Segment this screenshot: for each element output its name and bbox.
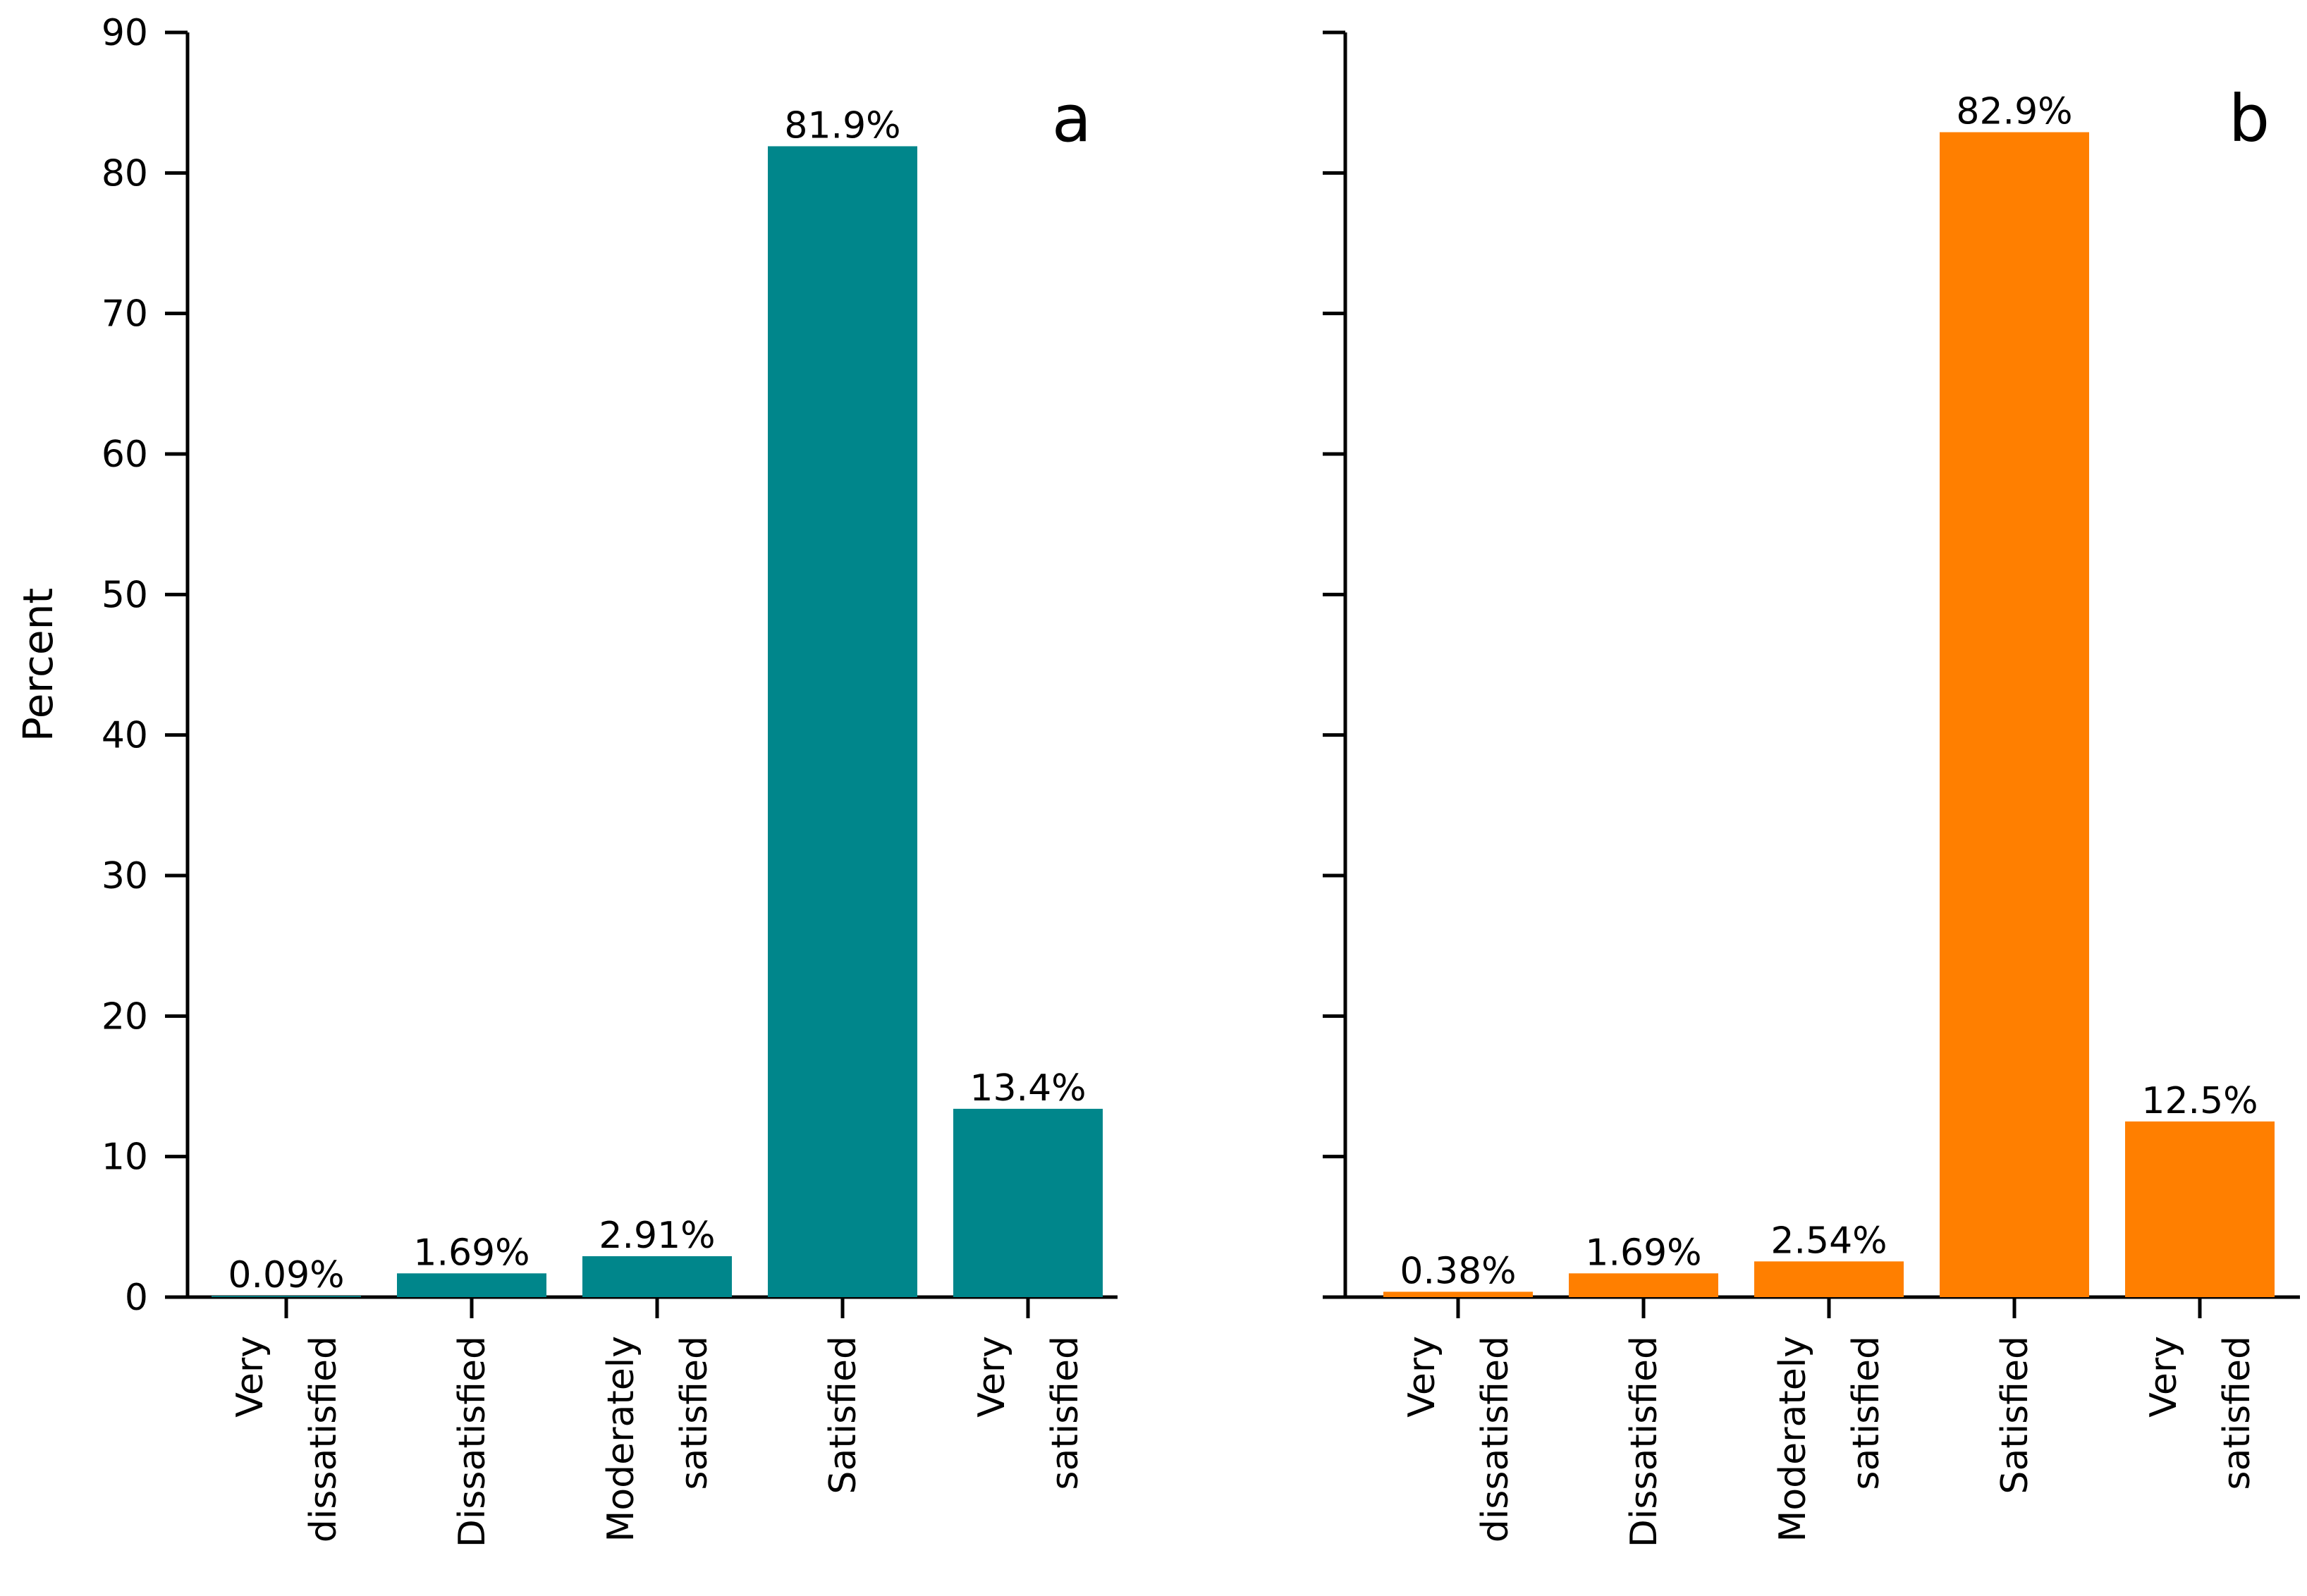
x-category-label: satisfied: [1845, 1336, 1887, 1490]
x-category-label: satisfied: [1044, 1336, 1087, 1490]
y-tick-label: 10: [102, 1136, 148, 1179]
y-tick-label: 20: [102, 995, 148, 1038]
panel-letter: b: [2229, 81, 2270, 156]
x-category-label: dissatisfied: [1474, 1336, 1517, 1542]
bar-data-label: 0.38%: [1400, 1250, 1516, 1292]
y-tick-label: 40: [102, 715, 148, 757]
bar: [953, 1108, 1103, 1297]
bar: [1569, 1273, 1718, 1297]
bar-data-label: 1.69%: [1585, 1232, 1701, 1274]
panel-letter: a: [1052, 81, 1091, 156]
panel-a-chart: 0 10 20 30 40 50 60 70 80 90 Percent a 0.09% Very diss…: [14, 12, 1118, 1547]
bar-data-label: 13.4%: [969, 1067, 1086, 1110]
x-category-label: Satisfied: [1994, 1336, 2036, 1494]
y-tick-label: 90: [102, 12, 148, 54]
bar-data-label: 1.69%: [413, 1232, 530, 1274]
bar: [212, 1296, 361, 1297]
y-tick-label: 60: [102, 434, 148, 476]
x-category-label: satisfied: [673, 1336, 716, 1490]
bar-data-label: 81.9%: [784, 104, 900, 147]
y-tick-label: 70: [102, 293, 148, 336]
x-category-label: Moderately: [1772, 1336, 1814, 1542]
x-category-label: Very: [229, 1336, 271, 1418]
x-category-label: Dissatisfied: [451, 1336, 494, 1547]
bar-data-label: 2.54%: [1770, 1220, 1887, 1262]
bar-data-label: 12.5%: [2141, 1080, 2258, 1122]
bar: [582, 1256, 732, 1297]
bar: [1940, 132, 2089, 1298]
bar: [1754, 1261, 1904, 1297]
bar: [2125, 1121, 2275, 1297]
x-category-label: Dissatisfied: [1623, 1336, 1665, 1547]
y-tick-label: 50: [102, 574, 148, 616]
y-tick-label: 0: [125, 1277, 148, 1319]
bar-data-label: 2.91%: [599, 1215, 715, 1257]
y-tick-label: 80: [102, 152, 148, 195]
bar: [768, 146, 917, 1298]
x-category-label: Moderately: [600, 1336, 642, 1542]
bar: [1383, 1291, 1533, 1297]
x-category-label: Very: [1401, 1336, 1443, 1418]
x-category-label: Satisfied: [822, 1336, 864, 1494]
panel-b-chart: b 0.38% Very dissatisfied 1.69% Dissatisfied 2…: [1323, 30, 2300, 1547]
y-tick-label: 30: [102, 855, 148, 897]
x-category-label: Very: [2143, 1336, 2185, 1418]
x-category-label: dissatisfied: [302, 1336, 345, 1542]
bar-data-label: 0.09%: [228, 1254, 344, 1296]
y-axis-title: Percent: [14, 588, 62, 742]
x-category-label: Very: [971, 1336, 1013, 1418]
bar-data-label: 82.9%: [1956, 91, 2072, 133]
x-category-label: satisfied: [2216, 1336, 2258, 1490]
bar: [397, 1273, 546, 1297]
